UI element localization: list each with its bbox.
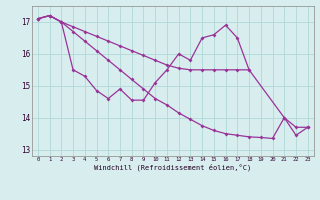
X-axis label: Windchill (Refroidissement éolien,°C): Windchill (Refroidissement éolien,°C): [94, 164, 252, 171]
